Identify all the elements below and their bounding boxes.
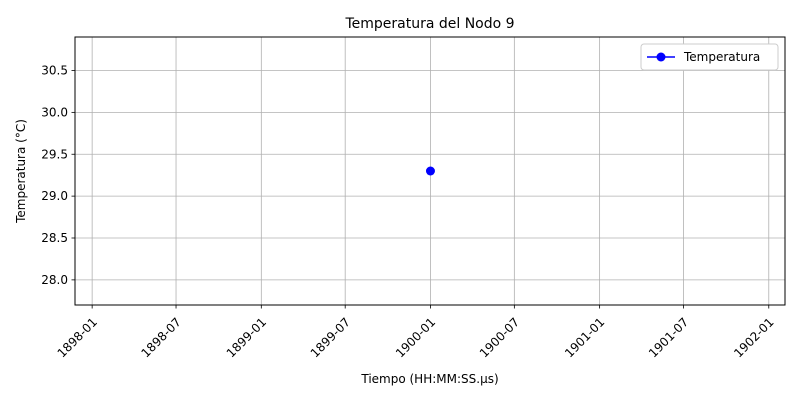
y-tick-label: 30.0: [41, 105, 68, 119]
y-axis-title: Temperatura (°C): [14, 119, 28, 224]
x-tick-label: 1899-01: [224, 315, 269, 360]
legend: Temperatura: [640, 43, 779, 71]
x-tick-label: 1898-07: [139, 315, 184, 360]
y-tick-label: 29.5: [41, 147, 68, 161]
x-tick-label: 1901-07: [646, 315, 691, 360]
y-tick-label: 30.5: [41, 64, 68, 78]
y-tick-label: 28.0: [41, 273, 68, 287]
chart-title: Temperatura del Nodo 9: [344, 16, 514, 32]
y-tick-label: 29.0: [41, 189, 68, 203]
x-tick-label: 1899-07: [308, 315, 353, 360]
x-tick-label: 1902-01: [731, 315, 776, 360]
legend-marker-swatch: [656, 52, 666, 62]
x-axis-title: Tiempo (HH:MM:SS.µs): [360, 372, 498, 386]
legend-label: Temperatura: [683, 50, 760, 64]
y-tick-label: 28.5: [41, 231, 68, 245]
x-tick-label: 1898-01: [55, 315, 100, 360]
x-tick-label: 1900-07: [477, 315, 522, 360]
x-tick-label: 1901-01: [562, 315, 607, 360]
plot-area: [74, 36, 786, 306]
x-tick-label: 1900-01: [393, 315, 438, 360]
data-point: [425, 166, 435, 176]
legend-box: [640, 43, 779, 71]
